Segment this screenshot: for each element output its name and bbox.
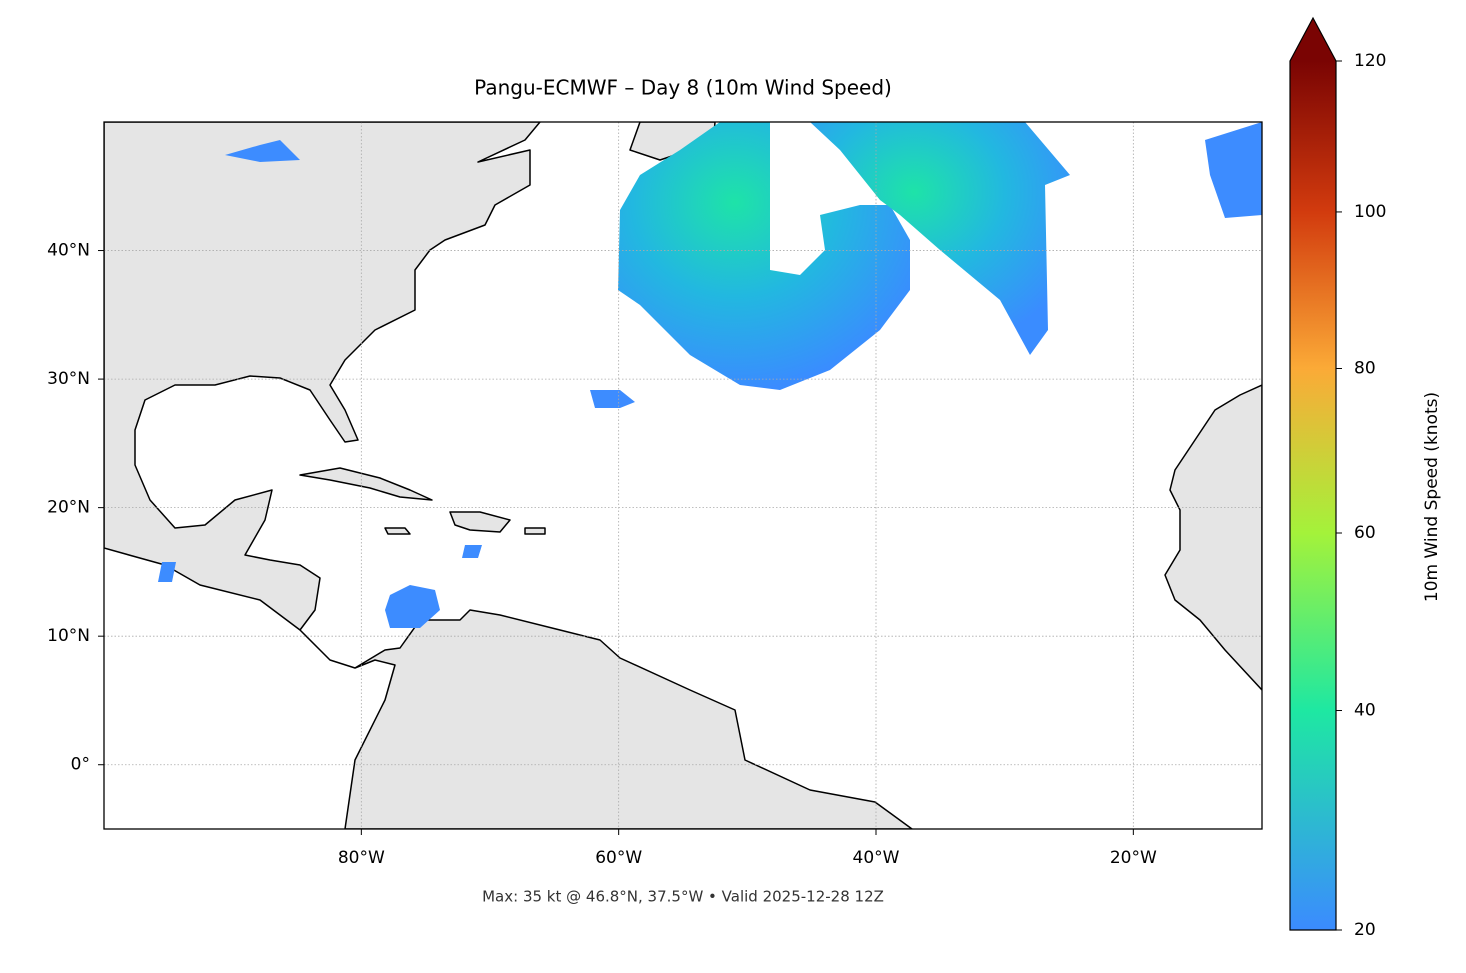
colorbar-tick-label: 80 <box>1354 359 1376 379</box>
y-tick-label: 0° <box>71 755 90 775</box>
africa <box>1164 384 1262 691</box>
colorbar-tick-label: 120 <box>1354 51 1386 71</box>
colorbar-tick-label: 100 <box>1354 202 1386 222</box>
jamaica <box>384 527 411 535</box>
x-tick-label: 80°W <box>338 848 385 868</box>
americas <box>104 122 913 829</box>
colorbar-tick-label: 60 <box>1354 523 1376 543</box>
x-tick-label: 60°W <box>595 848 642 868</box>
y-tick-label: 20°N <box>47 498 90 518</box>
map-frame <box>103 121 1263 830</box>
wind-field <box>158 562 176 582</box>
wind-field <box>1205 122 1262 218</box>
y-tick-label: 30°N <box>47 369 90 389</box>
wind-field <box>462 545 482 558</box>
y-tick-label: 40°N <box>47 241 90 261</box>
colorbar <box>1290 61 1336 930</box>
wind-field <box>810 122 1070 355</box>
hispaniola <box>449 511 511 533</box>
cuba <box>299 467 433 501</box>
wind-field <box>618 122 910 390</box>
colorbar-frame <box>1289 16 1337 931</box>
wind-field <box>385 585 440 628</box>
wind-field <box>590 390 635 408</box>
footer-note: Max: 35 kt @ 46.8°N, 37.5°W • Valid 2025… <box>482 888 884 906</box>
wind-field <box>225 140 300 162</box>
x-tick-label: 40°W <box>853 848 900 868</box>
y-tick-label: 10°N <box>47 626 90 646</box>
colorbar-tick-label: 20 <box>1354 920 1376 940</box>
colorbar-label: 10m Wind Speed (knots) <box>1422 392 1442 602</box>
puerto-rico <box>524 527 546 535</box>
colorbar-tick-label: 40 <box>1354 701 1376 721</box>
map-area <box>104 122 1262 829</box>
x-tick-label: 20°W <box>1110 848 1157 868</box>
chart-title: Pangu-ECMWF – Day 8 (10m Wind Speed) <box>474 76 892 100</box>
colorbar-extension <box>1290 18 1336 61</box>
